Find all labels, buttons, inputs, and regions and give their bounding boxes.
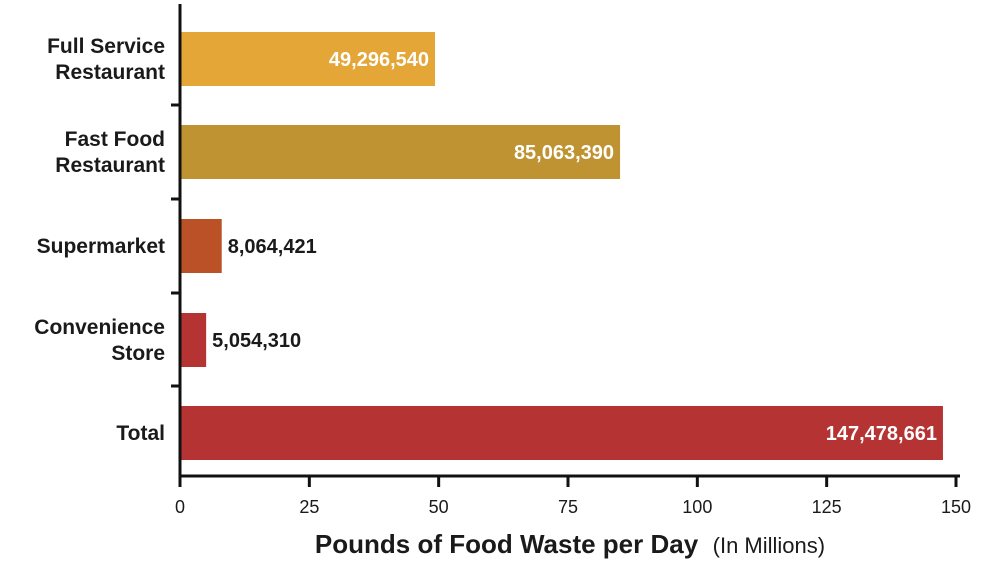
category-label-line: Total — [116, 422, 165, 445]
category-label-line: Convenience — [34, 316, 165, 339]
x-tick-label: 50 — [429, 497, 449, 517]
category-label: Fast Food Restaurant — [55, 128, 165, 177]
data-label: 49,296,540 — [329, 49, 429, 71]
category-label-line: Supermarket — [37, 235, 165, 258]
data-label: 8,064,421 — [228, 236, 317, 258]
bar — [181, 32, 436, 86]
bar — [181, 125, 621, 179]
x-tick-label: 25 — [299, 497, 319, 517]
bar — [181, 406, 943, 460]
category-label-line: Restaurant — [55, 61, 165, 84]
x-ticks-group: 0 25 50 75 100 125 150 — [175, 476, 971, 517]
bar — [181, 313, 207, 367]
category-label-line: Fast Food — [65, 128, 165, 151]
category-label: Total — [116, 422, 165, 445]
bar — [181, 219, 222, 273]
category-label: Full Service Restaurant — [47, 35, 165, 84]
category-label: Supermarket — [37, 235, 165, 258]
x-axis-label: Pounds of Food Waste per Day — [315, 529, 699, 559]
data-label: 5,054,310 — [212, 330, 301, 352]
data-label: 147,478,661 — [826, 423, 937, 445]
x-tick-label: 125 — [812, 497, 842, 517]
x-axis-unit: (In Millions) — [713, 533, 825, 558]
category-labels-group: Full Service Restaurant Fast Food Restauran… — [34, 35, 165, 445]
category-label-line: Restaurant — [55, 154, 165, 177]
bars-group: 49,296,540 85,063,390 8,064,421 5,054,310 14… — [181, 32, 943, 460]
x-tick-label: 150 — [941, 497, 971, 517]
category-label: Convenience Store — [34, 316, 165, 365]
data-label: 85,063,390 — [514, 142, 614, 164]
x-tick-label: 0 — [175, 497, 185, 517]
category-label-line: Store — [111, 342, 165, 365]
x-tick-label: 100 — [682, 497, 712, 517]
x-tick-label: 75 — [558, 497, 578, 517]
x-axis-title: Pounds of Food Waste per Day (In Million… — [315, 529, 825, 559]
category-label-line: Full Service — [47, 35, 165, 58]
